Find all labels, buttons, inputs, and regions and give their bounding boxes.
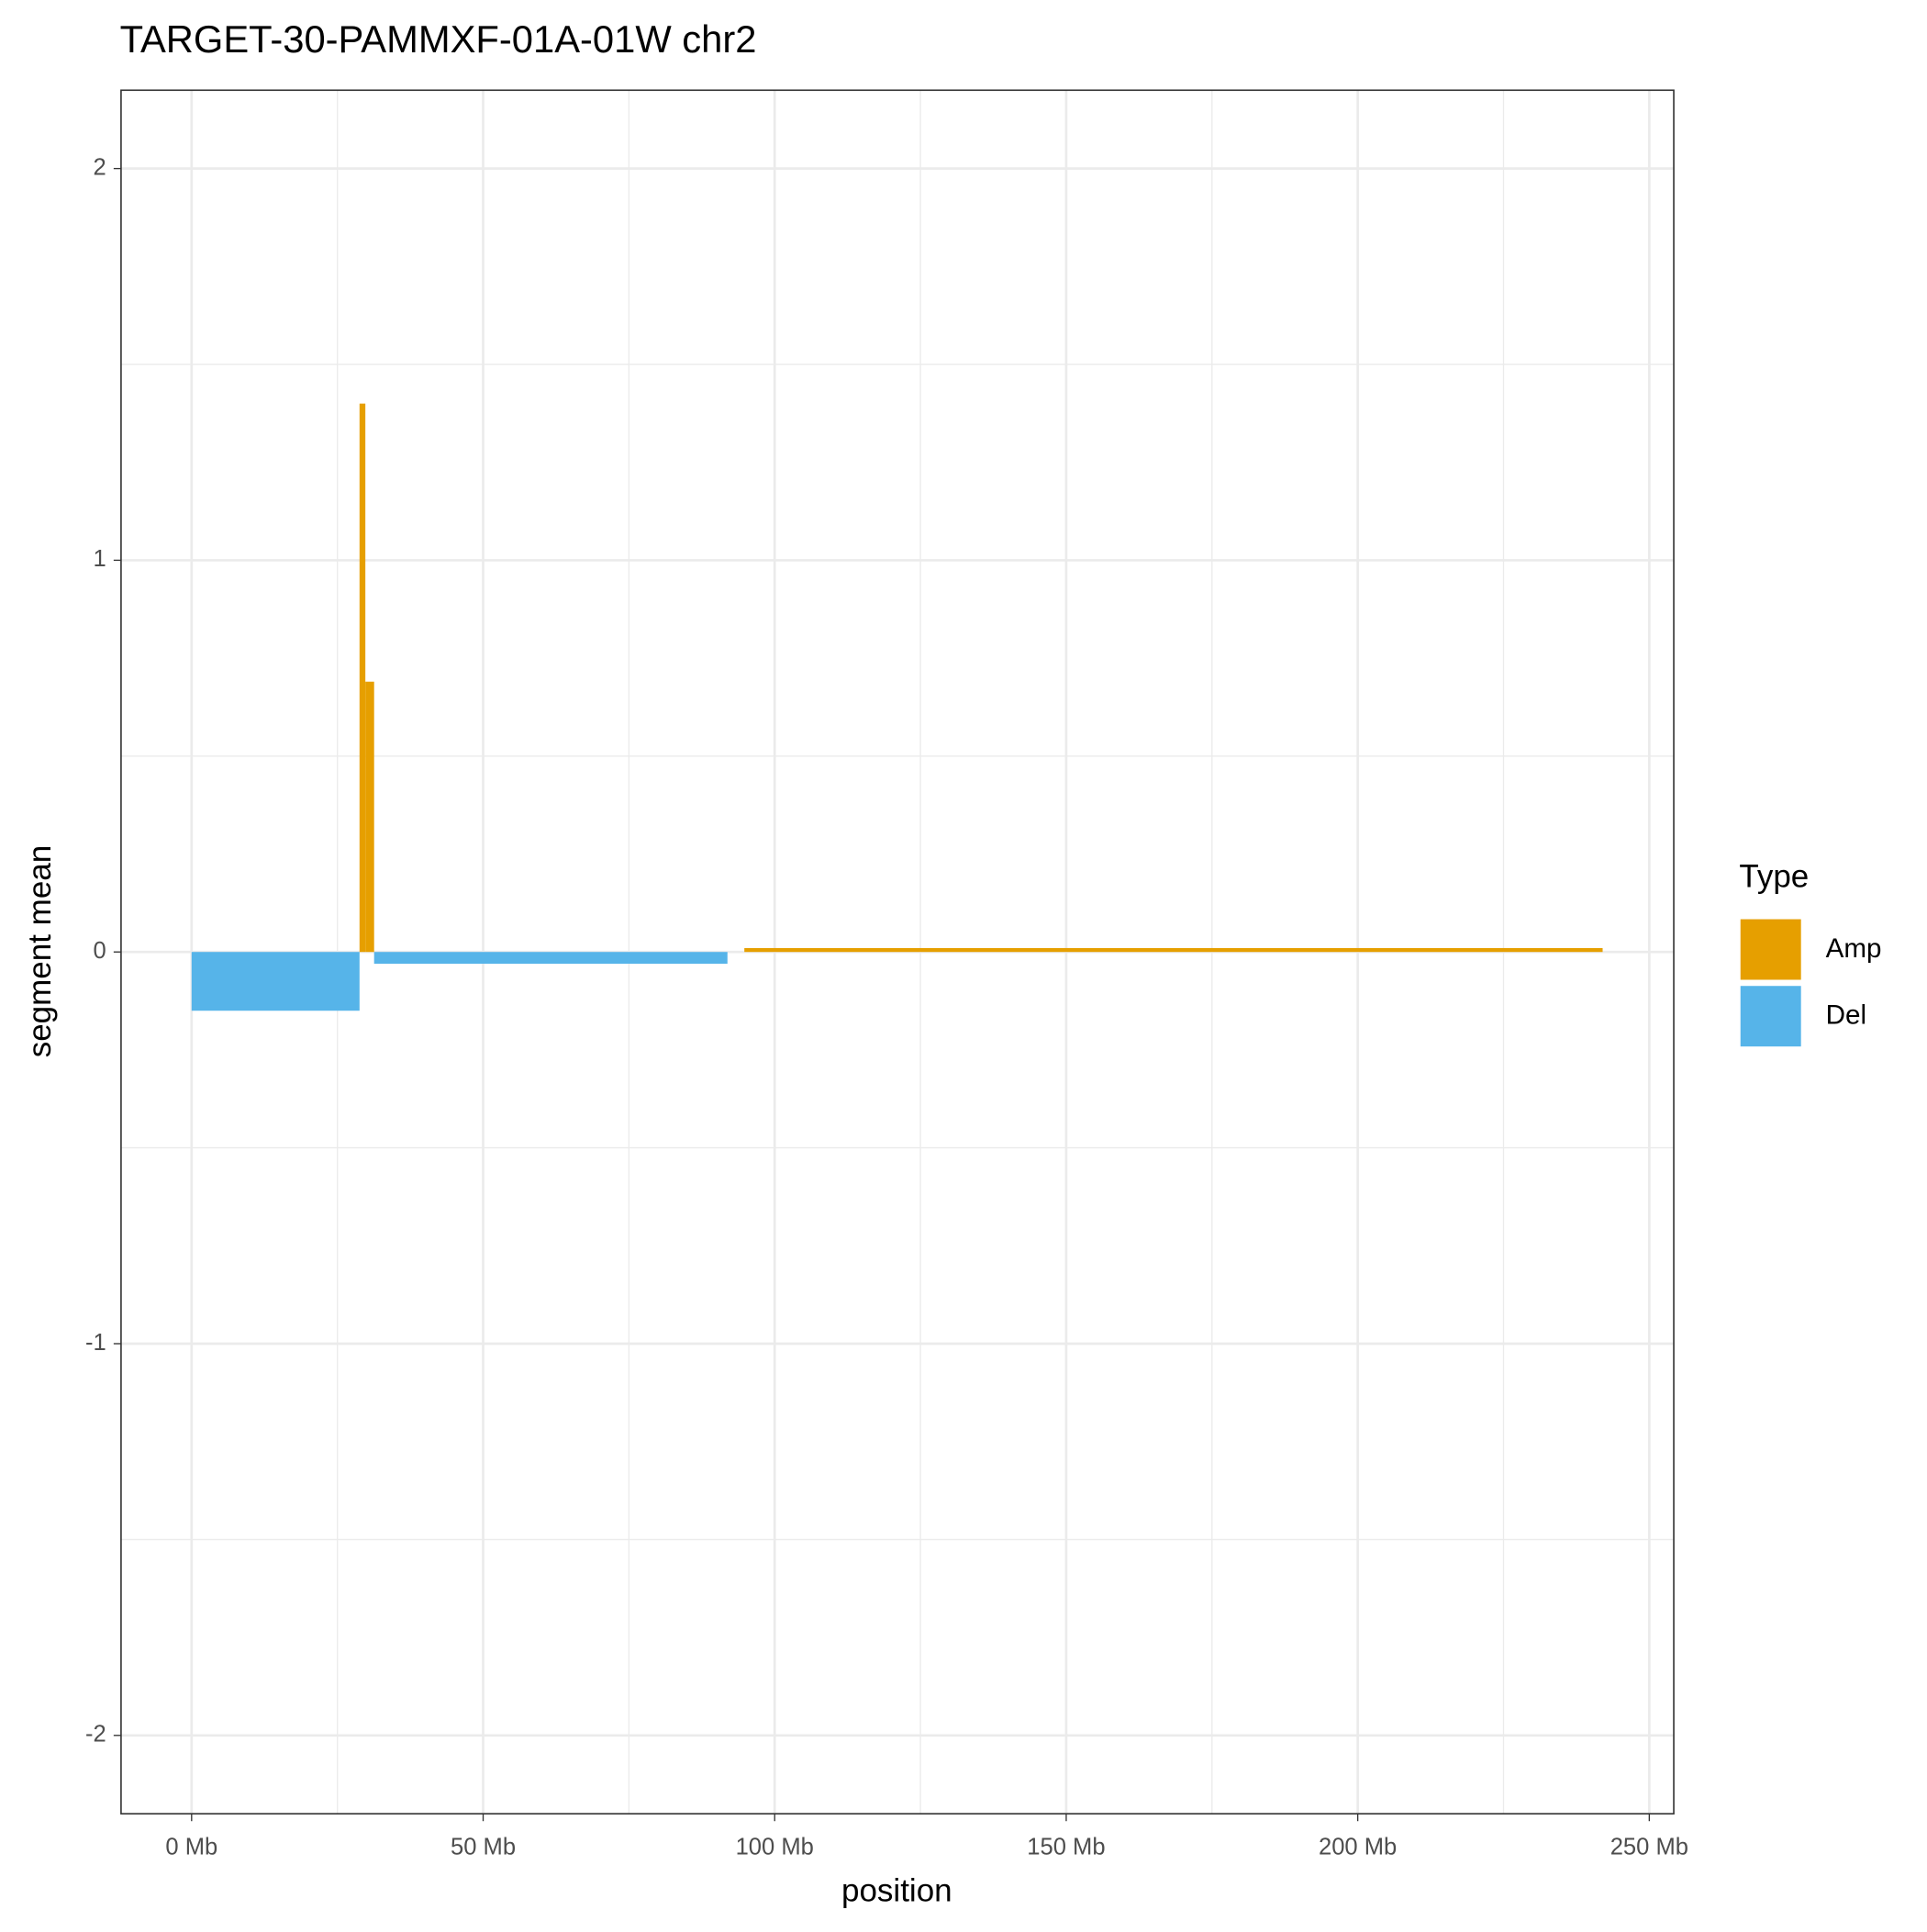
x-tick-label: 150 Mb — [1027, 1835, 1105, 1860]
segment-bar — [365, 681, 374, 953]
x-axis-label: position — [841, 1873, 952, 1909]
legend-key — [1740, 986, 1801, 1047]
legend-label: Amp — [1826, 933, 1882, 964]
segment-bar — [744, 947, 1603, 953]
y-tick-label: -1 — [85, 1330, 106, 1356]
legend-key — [1740, 919, 1801, 980]
legend-label: Del — [1826, 1000, 1866, 1031]
x-tick-label: 250 Mb — [1610, 1835, 1688, 1860]
x-tick-label: 200 Mb — [1319, 1835, 1397, 1860]
y-axis-label: segment mean — [22, 845, 58, 1058]
y-tick-label: -2 — [85, 1722, 106, 1748]
x-tick-label: 100 Mb — [736, 1835, 814, 1860]
segment-bar — [373, 952, 728, 965]
chart-title: TARGET-30-PAMMXF-01A-01W chr2 — [120, 17, 757, 61]
y-tick-label: 0 — [94, 938, 106, 964]
x-tick-label: 0 Mb — [165, 1835, 217, 1860]
y-tick-label: 2 — [94, 154, 106, 180]
x-tick-label: 50 Mb — [451, 1835, 516, 1860]
segment-bar — [191, 952, 360, 1011]
plot-border — [120, 89, 1675, 1815]
legend-title: Type — [1739, 858, 1809, 894]
y-tick-label: 1 — [94, 546, 106, 572]
segment-bar — [359, 403, 366, 953]
